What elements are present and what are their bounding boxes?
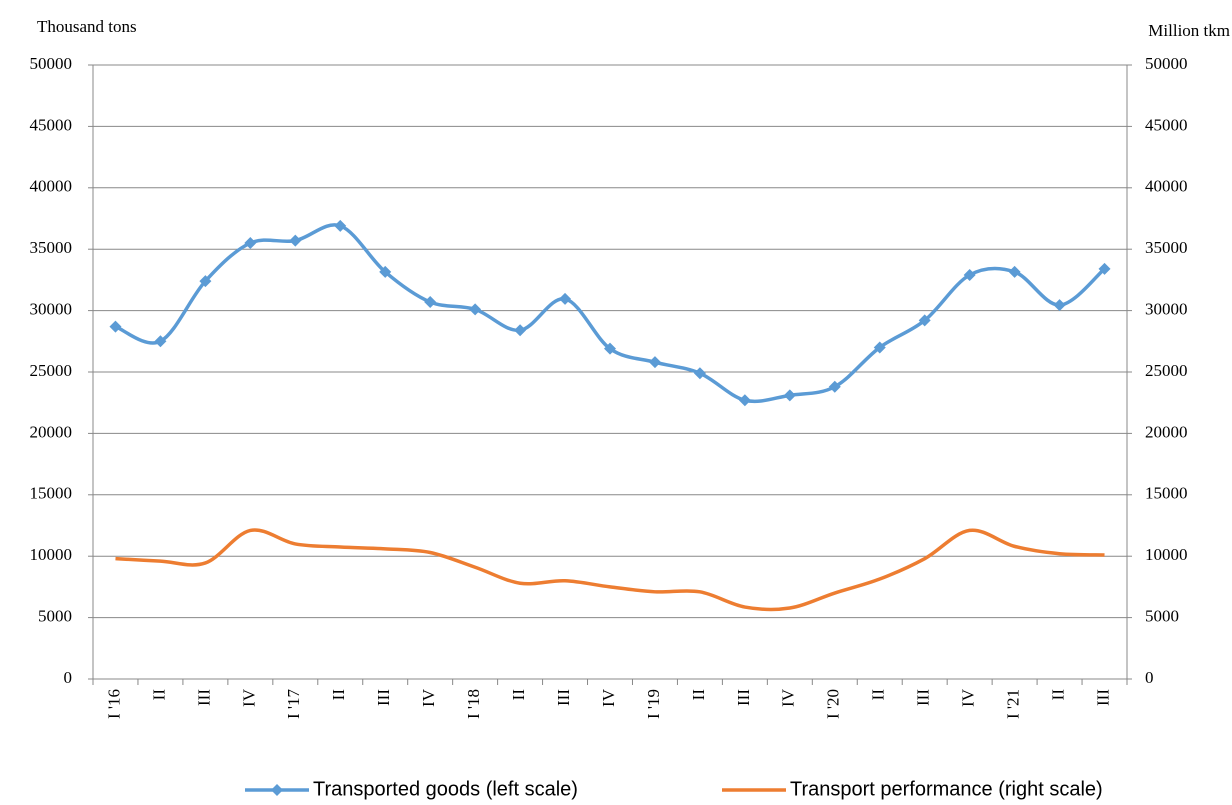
y-tick-label: 40000 — [30, 177, 73, 196]
y2-tick-label: 5000 — [1145, 607, 1179, 626]
marker — [109, 320, 122, 333]
y-tick-label: 0 — [64, 668, 73, 687]
legend-marker — [271, 784, 283, 796]
y2-tick-label: 20000 — [1145, 422, 1188, 441]
series-line — [115, 528, 1105, 612]
y-axis-label: Thousand tons — [37, 17, 137, 36]
marker — [199, 275, 212, 288]
marker — [648, 356, 661, 369]
marker — [244, 237, 257, 250]
marker — [738, 394, 751, 407]
marker — [379, 265, 392, 278]
y2-tick-label: 25000 — [1145, 361, 1188, 380]
marker — [604, 342, 616, 355]
y2-tick-label: 40000 — [1145, 177, 1188, 196]
y-tick-label: 45000 — [30, 115, 73, 134]
x-tick-label: III — [914, 689, 933, 706]
marker — [693, 367, 706, 380]
x-tick-label: III — [1093, 689, 1112, 706]
x-tick-label: III — [554, 689, 573, 706]
y-tick-label: 20000 — [30, 422, 73, 441]
marker — [918, 314, 931, 327]
y2-tick-label: 30000 — [1145, 300, 1188, 319]
x-tick-label: I '21 — [1004, 689, 1023, 719]
x-tick-label: II — [1048, 689, 1067, 701]
x-tick-label: II — [509, 689, 528, 701]
y2-tick-label: 15000 — [1145, 484, 1188, 503]
y2-tick-label: 50000 — [1145, 54, 1188, 73]
marker — [873, 341, 886, 354]
x-tick-label: I '19 — [644, 689, 663, 719]
x-tick-label: II — [149, 689, 168, 701]
marker — [783, 389, 796, 402]
marker — [828, 380, 841, 393]
y-tick-label: 10000 — [30, 545, 73, 564]
marker — [289, 234, 302, 247]
marker — [1053, 299, 1066, 312]
x-tick-label: IV — [779, 688, 798, 707]
marker — [963, 268, 976, 281]
y-tick-label: 30000 — [30, 300, 73, 319]
y-tick-label: 50000 — [30, 54, 73, 73]
marker — [154, 335, 167, 348]
series-line — [114, 223, 1106, 404]
y2-tick-label: 35000 — [1145, 238, 1188, 257]
y2-tick-label: 10000 — [1145, 545, 1188, 564]
legend-label: Transport performance (right scale) — [790, 778, 1103, 800]
x-tick-label: II — [329, 689, 348, 701]
y-tick-label: 15000 — [30, 484, 73, 503]
x-tick-label: III — [194, 689, 213, 706]
x-tick-label: III — [734, 689, 753, 706]
y-tick-label: 25000 — [30, 361, 73, 380]
x-tick-label: II — [689, 689, 708, 701]
marker — [559, 292, 572, 305]
y2-tick-label: 45000 — [1145, 115, 1188, 134]
y-tick-label: 5000 — [38, 607, 72, 626]
marker — [334, 219, 347, 232]
marker — [469, 303, 482, 316]
y-tick-label: 35000 — [30, 238, 73, 257]
x-tick-label: I '17 — [284, 689, 303, 719]
x-tick-label: I '16 — [104, 689, 123, 719]
x-tick-label: IV — [599, 688, 618, 707]
x-tick-label: IV — [959, 688, 978, 707]
legend-label: Transported goods (left scale) — [313, 778, 578, 800]
y2-tick-label: 0 — [1145, 668, 1154, 687]
y2-axis-label: Million tkm — [1148, 21, 1230, 40]
x-tick-label: IV — [419, 688, 438, 707]
marker — [1008, 265, 1021, 278]
x-tick-label: II — [869, 689, 888, 701]
marker — [424, 296, 437, 309]
x-tick-label: III — [374, 689, 393, 706]
x-tick-label: I '20 — [824, 689, 843, 719]
x-tick-label: I '18 — [464, 689, 483, 719]
x-tick-label: IV — [239, 688, 258, 707]
marker — [514, 324, 527, 337]
marker — [1098, 262, 1111, 275]
